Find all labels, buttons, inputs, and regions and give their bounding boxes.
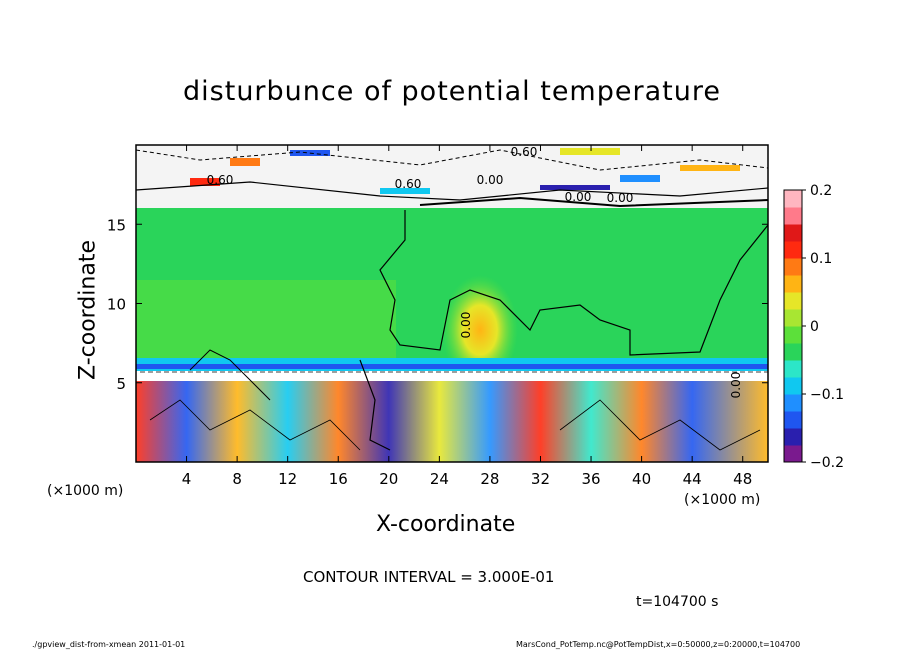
colorbar-segment xyxy=(784,428,802,446)
warm-anomaly xyxy=(442,275,518,385)
colorbar-segment xyxy=(784,241,802,259)
colorbar-segment xyxy=(784,343,802,361)
contour-label: 0.00 xyxy=(459,312,473,339)
footer-left: ./gpview_dist-from-xmean 2011-01-01 xyxy=(32,640,186,649)
colorbar-segment xyxy=(784,445,802,463)
contour-label: 0.00 xyxy=(729,372,743,399)
colorbar-segment xyxy=(784,292,802,310)
x-tick-label: 4 xyxy=(182,470,192,488)
colorbar-tick-label: −0.2 xyxy=(810,455,844,471)
contour-line xyxy=(359,359,391,451)
upper-streak xyxy=(680,165,740,171)
contour-label: 0.60 xyxy=(511,145,538,159)
colorbar-tick-label: 0 xyxy=(810,319,819,335)
contour-label: 0.60 xyxy=(395,177,422,191)
colorbar-segment xyxy=(784,394,802,412)
colorbar-segment xyxy=(784,360,802,378)
colorbar-segment xyxy=(784,326,802,344)
x-axis: 4 8 12 16 20 24 28 32 36 40 44 48 xyxy=(182,145,752,488)
colorbar-segment xyxy=(784,224,802,242)
x-tick-label: 36 xyxy=(581,470,600,488)
x-tick-label: 40 xyxy=(632,470,651,488)
x-tick-label: 12 xyxy=(278,470,297,488)
upper-streak xyxy=(190,178,220,186)
x-tick-label: 44 xyxy=(683,470,702,488)
colorbar-segment xyxy=(784,275,802,293)
colorbar-segment xyxy=(784,411,802,429)
x-tick-label: 8 xyxy=(232,470,242,488)
y-tick-label: 10 xyxy=(107,296,126,314)
upper-streak xyxy=(620,175,660,182)
colorbar-segment xyxy=(784,207,802,225)
upper-noise-band xyxy=(136,145,768,208)
colorbar-segment xyxy=(784,377,802,395)
y-axis: 5 10 15 xyxy=(107,216,768,393)
contour-line xyxy=(135,181,769,201)
contour-line xyxy=(189,349,271,401)
contour-label: 0.00 xyxy=(607,191,634,205)
x-tick-label: 28 xyxy=(480,470,499,488)
mid-green-light-left xyxy=(136,280,396,360)
upper-streak xyxy=(540,185,610,190)
upper-streak xyxy=(560,148,620,155)
x-tick-label: 24 xyxy=(430,470,449,488)
x-tick-label: 32 xyxy=(531,470,550,488)
contour-label: 0.60 xyxy=(207,173,234,187)
x-axis-label: X-coordinate xyxy=(376,512,516,537)
colorbar-segment xyxy=(784,309,802,327)
cold-interface-band-dark xyxy=(136,364,768,369)
colorbar-tick-label: −0.1 xyxy=(810,387,844,403)
x-unit-label-left: (×1000 m) xyxy=(47,483,124,499)
contour-label: 0.00 xyxy=(565,190,592,204)
contour-label-group: 0.60 0.60 0.00 0.00 0.60 0.00 0.00 0.00 xyxy=(207,145,743,398)
contour-line xyxy=(149,399,361,451)
colorbar-segment xyxy=(784,190,802,208)
footer-right: MarsCond_PotTemp.nc@PotTempDist,x=0:5000… xyxy=(516,640,801,649)
lower-convective-band xyxy=(136,380,768,462)
x-tick-label: 16 xyxy=(329,470,348,488)
colorbar-segment xyxy=(784,258,802,276)
upper-streak xyxy=(380,188,430,194)
chart-title: disturbunce of potential temperature xyxy=(183,76,721,107)
time-label: t=104700 s xyxy=(636,594,719,610)
x-tick-label: 20 xyxy=(379,470,398,488)
colorbar-tick-label: 0.2 xyxy=(810,183,832,199)
contour-label: 0.00 xyxy=(477,173,504,187)
x-unit-label-right: (×1000 m) xyxy=(684,492,761,508)
colorbar-tick-label: 0.1 xyxy=(810,251,832,267)
x-tick-label: 48 xyxy=(733,470,752,488)
y-tick-label: 15 xyxy=(107,216,126,234)
colorbar: 0.2 0.1 0 −0.1 −0.2 xyxy=(783,183,844,471)
contour-line xyxy=(559,399,761,451)
heatmap-field xyxy=(135,144,769,463)
contour-line xyxy=(379,210,769,356)
contour-line xyxy=(419,196,769,208)
y-tick-label: 5 xyxy=(116,375,126,393)
contour-interval-text: CONTOUR INTERVAL = 3.000E-01 xyxy=(303,568,555,586)
upper-streak xyxy=(230,158,260,166)
white-gap-band xyxy=(136,371,768,381)
